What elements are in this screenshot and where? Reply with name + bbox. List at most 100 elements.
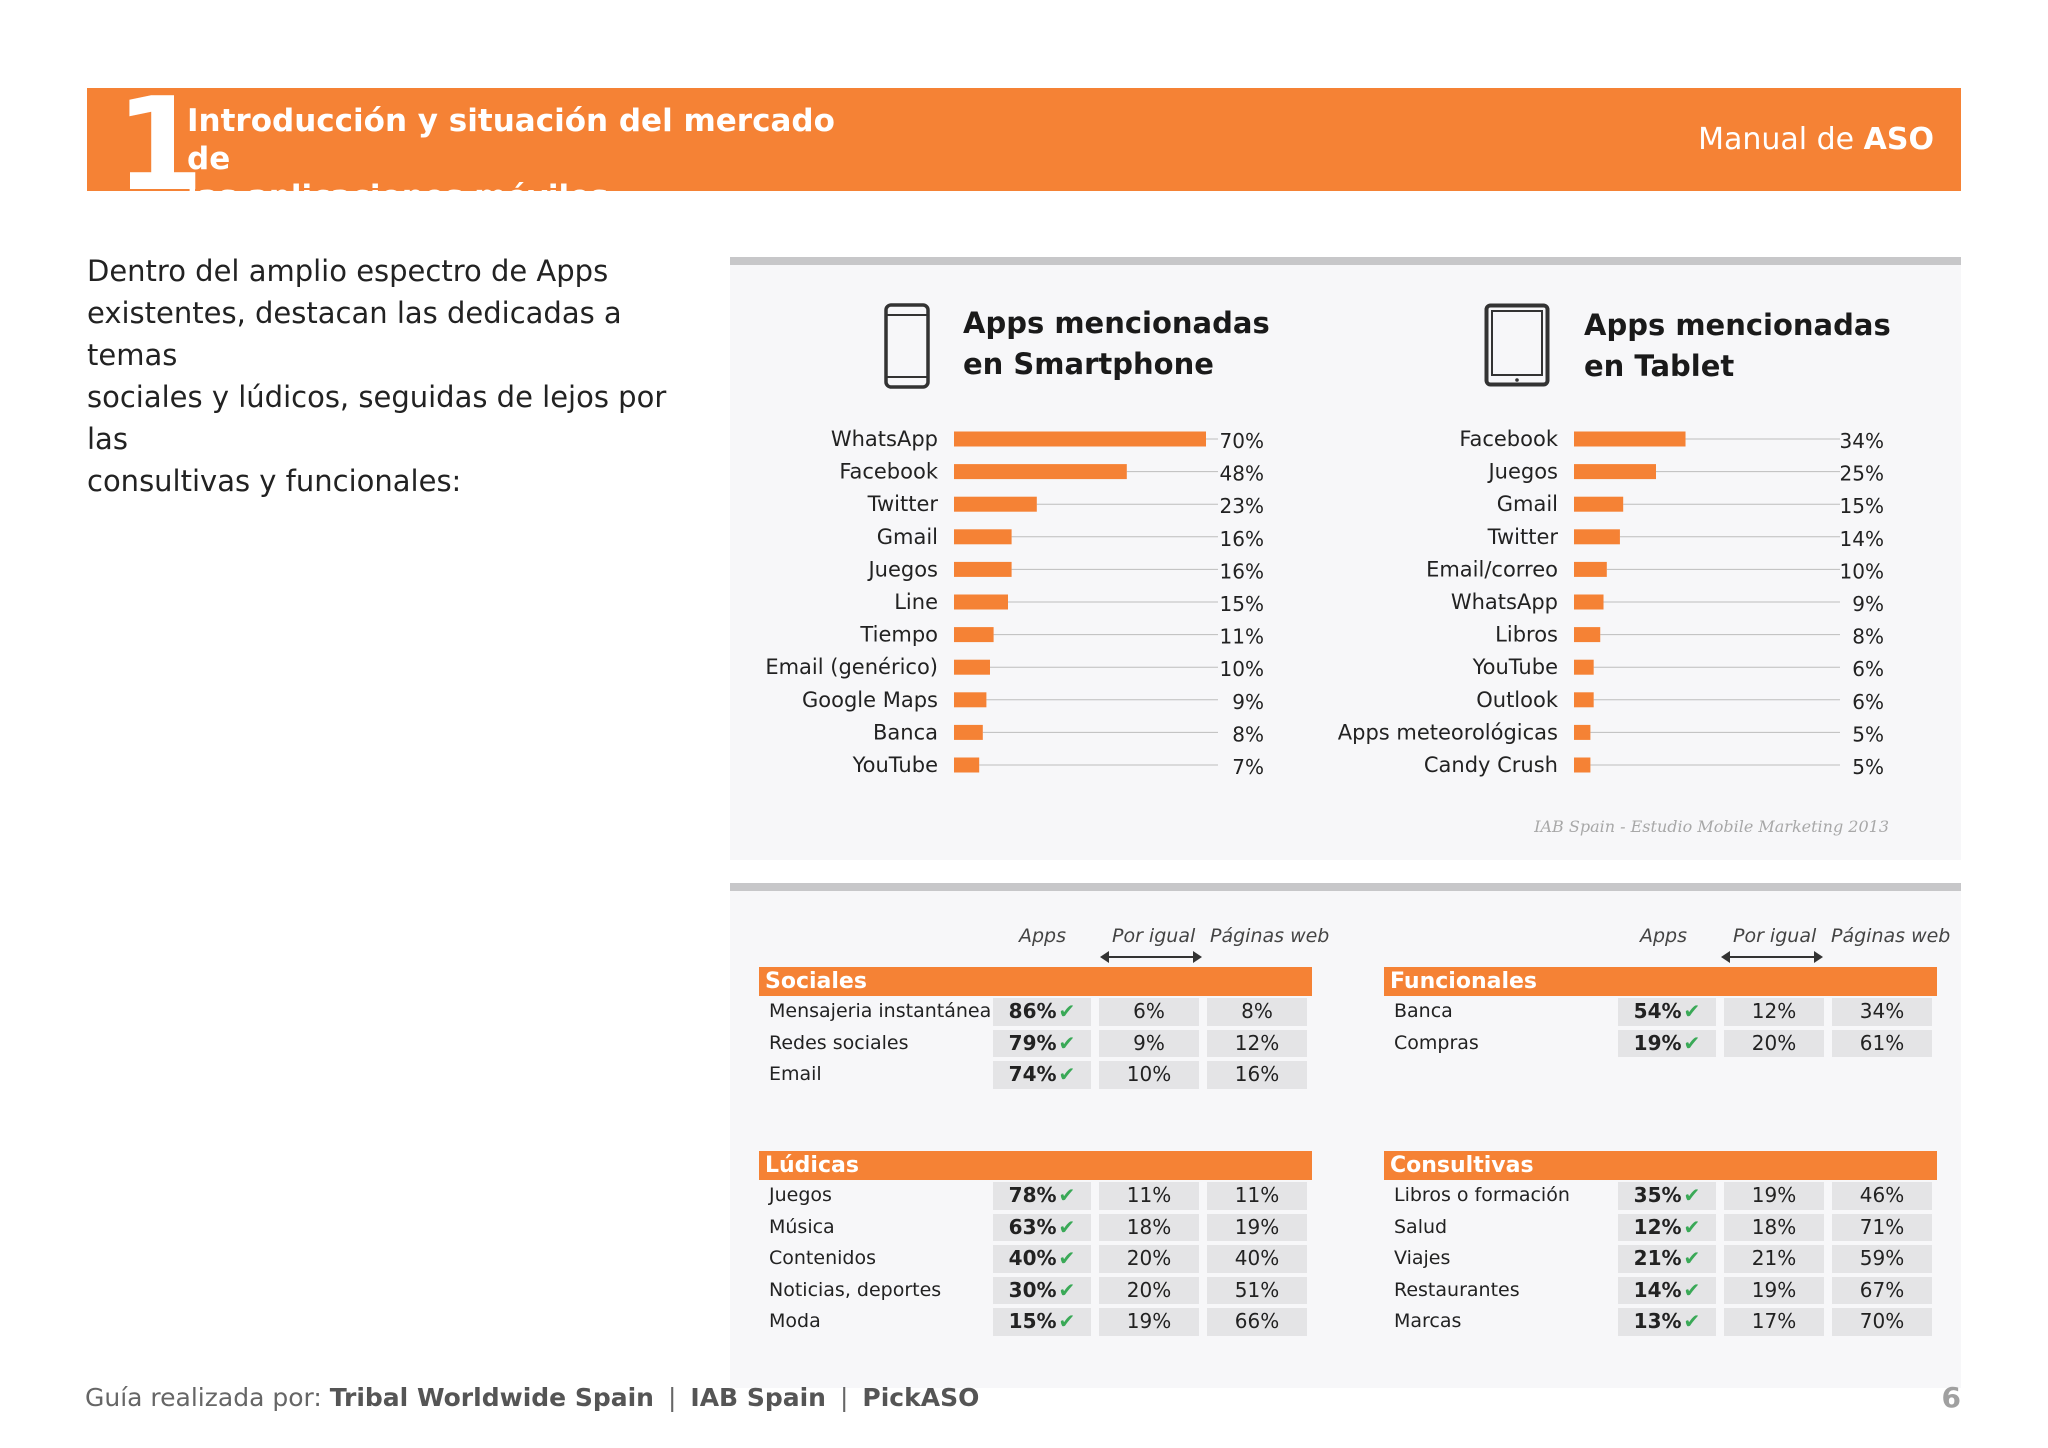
por-igual-cell: 20% xyxy=(1099,1245,1199,1273)
bar xyxy=(954,496,1037,512)
value-label: 70% xyxy=(1220,429,1264,453)
por-igual-cell: 19% xyxy=(1099,1308,1199,1336)
chart-row: YouTube 7% xyxy=(852,753,1264,779)
category-label: WhatsApp xyxy=(831,427,938,451)
check-icon: ✔ xyxy=(1683,999,1701,1023)
check-icon: ✔ xyxy=(1683,1277,1701,1302)
paginas-web-cell: 11% xyxy=(1207,1182,1307,1210)
value-label: 10% xyxy=(1840,559,1884,583)
paginas-web-cell: 59% xyxy=(1832,1245,1932,1273)
apps-value: 30% xyxy=(1008,1277,1057,1302)
bar xyxy=(1574,724,1591,740)
value-label: 15% xyxy=(1220,592,1264,616)
value-label: 5% xyxy=(1852,755,1884,779)
chart-row: Facebook 34% xyxy=(1459,427,1884,453)
tablet-title-line1: Apps mencionadas xyxy=(1584,308,1891,342)
por-igual-cell: 12% xyxy=(1724,998,1824,1026)
apps-cell: 15% ✔ xyxy=(993,1308,1091,1336)
row-label: Marcas xyxy=(1394,1310,1462,1332)
category-label: Line xyxy=(894,590,938,614)
table-row: Salud 12% ✔ 18% 71% xyxy=(1384,1212,1937,1244)
table-ludicas: Lúdicas Juegos 78% ✔ 11% 11% Música 63% ✔ 18% 19%… xyxy=(759,1151,1312,1338)
manual-prefix: Manual de xyxy=(1698,122,1864,157)
smartphone-title-line2: en Smartphone xyxy=(963,347,1214,381)
bar xyxy=(1574,561,1607,577)
por-igual-cell: 6% xyxy=(1099,998,1199,1026)
table-consultivas: Consultivas Libros o formación 35% ✔ 19% 46%… xyxy=(1384,1151,1937,1338)
apps-cell: 63% ✔ xyxy=(993,1213,1091,1241)
apps-value: 86% xyxy=(1008,999,1057,1023)
check-icon: ✔ xyxy=(1683,1214,1701,1239)
tablet-title-line2: en Tablet xyxy=(1584,349,1735,383)
footer-separator: | xyxy=(667,1383,677,1412)
value-label: 8% xyxy=(1232,722,1264,746)
chart-row: Gmail 16% xyxy=(877,525,1264,551)
check-icon: ✔ xyxy=(1058,1030,1076,1055)
paginas-web-cell: 61% xyxy=(1832,1029,1932,1057)
paginas-web-cell: 51% xyxy=(1207,1276,1307,1304)
apps-value: 74% xyxy=(1008,1062,1057,1086)
row-label: Libros o formación xyxy=(1394,1184,1570,1206)
value-label: 5% xyxy=(1852,722,1884,746)
chart-row: Juegos 25% xyxy=(1486,460,1884,486)
double-arrow-icon xyxy=(1721,951,1823,963)
category-label: Gmail xyxy=(1497,492,1558,516)
apps-cell: 78% ✔ xyxy=(993,1182,1091,1210)
category-label: Email/correo xyxy=(1426,557,1558,581)
table-row: Noticias, deportes 30% ✔ 20% 51% xyxy=(759,1275,1312,1307)
paginas-web-cell: 66% xyxy=(1207,1308,1307,1336)
bar xyxy=(1574,692,1594,708)
bar xyxy=(954,561,1012,577)
source-note: IAB Spain - Estudio Mobile Marketing 201… xyxy=(1534,817,1889,836)
category-label: Google Maps xyxy=(802,688,938,712)
bar xyxy=(954,464,1127,480)
paginas-web-cell: 34% xyxy=(1832,998,1932,1026)
check-icon: ✔ xyxy=(1683,1309,1701,1333)
chapter-header: 1 Introducción y situación del mercado d… xyxy=(87,82,1961,215)
category-label: Candy Crush xyxy=(1424,753,1558,777)
table-row: Viajes 21% ✔ 21% 59% xyxy=(1384,1243,1937,1275)
apps-chart-panel: Apps mencionadas en Smartphone Apps menc… xyxy=(730,257,1961,860)
smartphone-icon xyxy=(884,303,930,389)
value-label: 8% xyxy=(1852,625,1884,649)
chart-row: WhatsApp 70% xyxy=(831,427,1264,453)
row-label: Salud xyxy=(1394,1215,1448,1238)
paginas-web-cell: 19% xyxy=(1207,1213,1307,1241)
chapter-title-line2: las aplicaciones móviles xyxy=(187,179,609,215)
row-label: Música xyxy=(769,1215,835,1238)
intro-line: sociales y lúdicos, seguidas de lejos po… xyxy=(87,380,667,456)
col-header-apps: Apps xyxy=(1019,925,1067,947)
table-title: Lúdicas xyxy=(759,1151,1312,1180)
table-row: Libros o formación 35% ✔ 19% 46% xyxy=(1384,1180,1937,1212)
check-icon: ✔ xyxy=(1683,1183,1701,1207)
paginas-web-cell: 12% xyxy=(1207,1029,1307,1057)
apps-value: 63% xyxy=(1008,1214,1057,1239)
table-row: Marcas 13% ✔ 17% 70% xyxy=(1384,1306,1937,1338)
apps-value: 21% xyxy=(1633,1246,1682,1270)
category-label: Facebook xyxy=(1459,427,1559,451)
bar xyxy=(954,724,983,740)
footer-credits: Guía realizada por: Tribal Worldwide Spa… xyxy=(85,1383,979,1412)
table-row: Juegos 78% ✔ 11% 11% xyxy=(759,1180,1312,1212)
footer-prefix: Guía realizada por: xyxy=(85,1383,330,1412)
apps-cell: 74% ✔ xyxy=(993,1061,1091,1089)
chart-row: Juegos 16% xyxy=(866,557,1264,583)
table-row: Compras 19% ✔ 20% 61% xyxy=(1384,1028,1937,1060)
paginas-web-cell: 16% xyxy=(1207,1061,1307,1089)
apps-cell: 13% ✔ xyxy=(1618,1308,1716,1336)
footer-org: Tribal Worldwide Spain xyxy=(329,1383,654,1412)
value-label: 48% xyxy=(1220,462,1264,486)
apps-cell: 12% ✔ xyxy=(1618,1213,1716,1241)
row-label: Contenidos xyxy=(769,1247,876,1269)
row-label: Email xyxy=(769,1063,822,1085)
row-label: Redes sociales xyxy=(769,1031,909,1054)
apps-cell: 86% ✔ xyxy=(993,998,1091,1026)
check-icon: ✔ xyxy=(1058,1062,1076,1086)
apps-value: 79% xyxy=(1008,1030,1057,1055)
value-label: 9% xyxy=(1232,690,1264,714)
smartphone-chart-title: Apps mencionadas en Smartphone xyxy=(963,303,1270,385)
intro-line: consultivas y funcionales: xyxy=(87,464,462,498)
value-label: 9% xyxy=(1852,592,1884,616)
apps-bar-charts: WhatsApp 70% Facebook 48% Twitter 23% Gmail 16%… xyxy=(765,427,1884,779)
apps-value: 78% xyxy=(1008,1183,1057,1207)
